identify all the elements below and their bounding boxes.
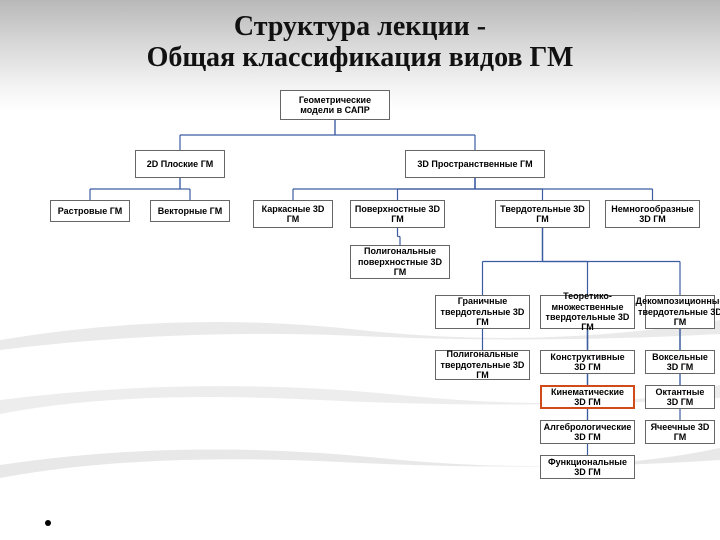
- node-polpov: Полигональные поверхностные 3D ГМ: [350, 245, 450, 279]
- classification-tree: Геометрические модели в САПР 2D Плоские Г…: [0, 90, 720, 540]
- node-poltv: Полигональные твердотельные 3D ГМ: [435, 350, 530, 380]
- node-konst: Конструктивные 3D ГМ: [540, 350, 635, 374]
- node-okt: Октантные 3D ГМ: [645, 385, 715, 409]
- node-vect: Векторные ГМ: [150, 200, 230, 222]
- node-kark: Каркасные 3D ГМ: [253, 200, 333, 228]
- node-teor: Теоретико-множественные твердотельные 3D…: [540, 295, 635, 329]
- node-yach: Ячеечные 3D ГМ: [645, 420, 715, 444]
- node-d2: 2D Плоские ГМ: [135, 150, 225, 178]
- node-rast: Растровые ГМ: [50, 200, 130, 222]
- title-line-2: Общая классификация видов ГМ: [0, 43, 720, 74]
- node-tv: Твердотельные 3D ГМ: [495, 200, 590, 228]
- node-pov: Поверхностные 3D ГМ: [350, 200, 445, 228]
- node-d3: 3D Пространственные ГМ: [405, 150, 545, 178]
- node-func: Функциональные 3D ГМ: [540, 455, 635, 479]
- title-line-1: Структура лекции -: [0, 12, 720, 43]
- node-deko: Декомпозиционные твердотельные 3D ГМ: [645, 295, 715, 329]
- node-nem: Немногообразные 3D ГМ: [605, 200, 700, 228]
- node-gran: Граничные твердотельные 3D ГМ: [435, 295, 530, 329]
- page-title: Структура лекции - Общая классификация в…: [0, 0, 720, 74]
- node-kinem: Кинематические 3D ГМ: [540, 385, 635, 409]
- node-root: Геометрические модели в САПР: [280, 90, 390, 120]
- node-alg: Алгебрологические 3D ГМ: [540, 420, 635, 444]
- node-voks: Воксельные 3D ГМ: [645, 350, 715, 374]
